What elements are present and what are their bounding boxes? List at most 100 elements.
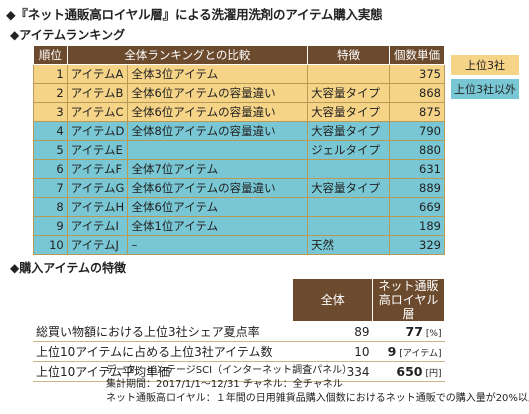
section-title-features: ◆購入アイテムの特徴 (10, 261, 127, 275)
header-blank (33, 278, 293, 322)
feature-loyal-cell: 9 [アイテム] (372, 341, 445, 362)
price-cell: 790 (388, 121, 446, 141)
ranking-row: 6 アイテムF 全体7位アイテム 631 (33, 159, 446, 179)
item-cell: アイテムH (66, 197, 129, 217)
compare-cell: 全体8位アイテムの容量違い (127, 121, 309, 141)
price-cell: 669 (388, 197, 446, 217)
item-cell: アイテムC (66, 102, 129, 122)
rank-cell: 1 (33, 64, 68, 84)
rank-cell: 4 (33, 121, 68, 141)
feature-loyal-cell: 650 [円] (372, 361, 445, 382)
rank-cell: 3 (33, 102, 68, 122)
legend-top3: 上位3社 (451, 55, 519, 75)
feature-all-value: 10 (292, 341, 373, 362)
ranking-row: 10 アイテムJ – 天然 329 (33, 235, 446, 255)
header-loyal: ネット通販 高ロイヤル層 (372, 278, 445, 322)
source-notes: データ：インテージSCI（インターネット調査パネル） 集計期間：2017/1/1… (106, 364, 529, 406)
ranking-row: 4 アイテムD 全体8位アイテムの容量違い 大容量タイプ 790 (33, 121, 446, 141)
compare-cell (127, 140, 309, 160)
legend-other: 上位3社以外 (451, 79, 519, 99)
price-cell: 631 (388, 159, 446, 179)
rank-cell: 6 (33, 159, 68, 179)
rank-cell: 2 (33, 83, 68, 103)
price-cell: 329 (388, 235, 446, 255)
feature-cell: 大容量タイプ (307, 178, 390, 198)
item-cell: アイテムA (66, 64, 129, 84)
feature-loyal-cell: 77 [%] (372, 321, 445, 342)
price-cell: 880 (388, 140, 446, 160)
feature-cell (307, 216, 390, 236)
feature-label: 上位10アイテム平均単価 (33, 361, 293, 382)
feature-label: 上位10アイテムに占める上位3社アイテム数 (33, 341, 293, 362)
ranking-row: 8 アイテムH 全体6位アイテム 669 (33, 197, 446, 217)
ranking-row: 1 アイテムA 全体3位アイテム 375 (33, 64, 446, 84)
features-header-row: 全体 ネット通販 高ロイヤル層 (33, 278, 445, 322)
rank-cell: 9 (33, 216, 68, 236)
rank-cell: 5 (33, 140, 68, 160)
feature-label: 総買い物額における上位3社シェア夏点率 (33, 321, 293, 342)
compare-cell: 全体7位アイテム (127, 159, 309, 179)
feature-all-value: 334 (292, 361, 373, 382)
feature-unit: [アイテム] (399, 349, 442, 359)
feature-cell (307, 159, 390, 179)
price-cell: 889 (388, 178, 446, 198)
note-period: 集計期間：2017/1/1～12/31 チャネル：全チャネル (106, 379, 343, 390)
feature-cell: 大容量タイプ (307, 121, 390, 141)
item-cell: アイテムJ (66, 235, 129, 255)
price-cell: 868 (388, 83, 446, 103)
feature-cell: 大容量タイプ (307, 102, 390, 122)
header-all: 全体 (292, 278, 374, 322)
ranking-row: 7 アイテムG 全体6位アイテムの容量違い 大容量タイプ 889 (33, 178, 446, 198)
features-table: 全体 ネット通販 高ロイヤル層 総買い物額における上位3社シェア夏点率 89 77[… (33, 278, 445, 382)
compare-cell: 全体6位アイテムの容量違い (127, 178, 309, 198)
header-loyal-line2: 高ロイヤル層 (378, 293, 439, 321)
item-cell: アイテムI (66, 216, 129, 236)
item-cell: アイテムD (66, 121, 129, 141)
rank-cell: 8 (33, 197, 68, 217)
price-cell: 189 (388, 216, 446, 236)
header-price: 個数単価 (388, 45, 446, 65)
header-rank: 順位 (33, 45, 68, 65)
ranking-row: 5 アイテムE ジェルタイプ 880 (33, 140, 446, 160)
ranking-header-row: 順位 全体ランキングとの比較 特徴 個数単価 (33, 45, 446, 65)
item-cell: アイテムG (66, 178, 129, 198)
page-title: ◆『ネット通販高ロイヤル層』による洗濯用洗剤のアイテム購入実態 (6, 7, 383, 22)
feature-cell (307, 197, 390, 217)
rank-cell: 10 (33, 235, 68, 255)
ranking-row: 9 アイテムI 全体1位アイテム 189 (33, 216, 446, 236)
compare-cell: – (127, 235, 309, 255)
feature-unit: [%] (425, 329, 442, 339)
item-cell: アイテムE (66, 140, 129, 160)
item-cell: アイテムF (66, 159, 129, 179)
section-title-ranking: ◆アイテムランキング (10, 28, 126, 42)
note-definition: ネット通販高ロイヤル：１年間の日用雑貨品購入個数におけるネット通販での購入量が2… (106, 393, 529, 404)
features-row: 上位10アイテムに占める上位3社アイテム数 10 9 [アイテム] (33, 341, 445, 362)
feature-cell: ジェルタイプ (307, 140, 390, 160)
ranking-row: 2 アイテムB 全体6位アイテムの容量違い 大容量タイプ 868 (33, 83, 446, 103)
compare-cell: 全体6位アイテムの容量違い (127, 102, 309, 122)
feature-all-value: 89 (292, 321, 373, 342)
features-row: 上位10アイテム平均単価 334 650 [円] (33, 361, 445, 382)
compare-cell: 全体1位アイテム (127, 216, 309, 236)
ranking-table: 順位 全体ランキングとの比較 特徴 個数単価 1 アイテムA 全体3位アイテム 375… (33, 45, 446, 255)
compare-cell: 全体6位アイテム (127, 197, 309, 217)
ranking-row: 3 アイテムC 全体6位アイテムの容量違い 大容量タイプ 875 (33, 102, 446, 122)
price-cell: 875 (388, 102, 446, 122)
header-compare: 全体ランキングとの比較 (66, 45, 309, 65)
compare-cell: 全体6位アイテムの容量違い (127, 83, 309, 103)
compare-cell: 全体3位アイテム (127, 64, 309, 84)
feature-cell: 大容量タイプ (307, 83, 390, 103)
rank-cell: 7 (33, 178, 68, 198)
feature-cell: 天然 (307, 235, 390, 255)
item-cell: アイテムB (66, 83, 129, 103)
header-loyal-line1: ネット通販 (378, 279, 439, 293)
note-data: データ：インテージSCI（インターネット調査パネル） (106, 365, 353, 376)
feature-loyal-value: 650 (396, 364, 423, 379)
feature-cell (307, 64, 390, 84)
feature-loyal-value: 77 (405, 324, 423, 339)
price-cell: 375 (388, 64, 446, 84)
header-feature: 特徴 (307, 45, 390, 65)
feature-loyal-value: 9 (387, 344, 397, 359)
feature-unit: [円] (425, 369, 442, 379)
features-row: 総買い物額における上位3社シェア夏点率 89 77 [%] (33, 321, 445, 342)
